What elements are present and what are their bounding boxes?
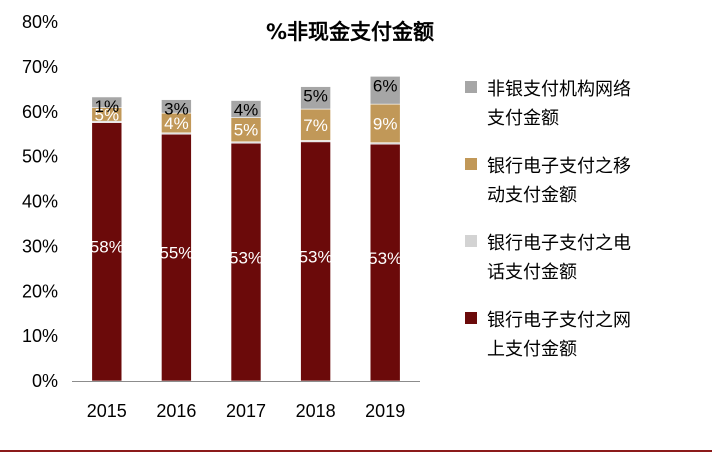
y-tick-label: 80% (22, 12, 58, 32)
legend-label: 上支付金额 (487, 339, 577, 360)
data-label: 53% (368, 249, 402, 268)
data-label: 53% (229, 248, 263, 267)
bar-segment (300, 141, 331, 382)
data-label: 9% (373, 114, 398, 133)
legend-swatch (465, 158, 477, 170)
bar-segment (230, 100, 262, 118)
y-tick-label: 40% (22, 192, 58, 212)
data-label: 4% (164, 114, 189, 133)
x-tick-label: 2017 (226, 401, 266, 421)
chart-title: %非现金支付金额 (266, 20, 434, 44)
y-tick-label: 50% (22, 147, 58, 167)
legend-swatch (465, 235, 477, 247)
data-label: 5% (95, 105, 120, 124)
bar-segment (91, 96, 123, 109)
legend: 非银支付机构网络支付金额银行电子支付之移动支付金额银行电子支付之电话支付金额银行… (465, 79, 631, 360)
x-tick-label: 2015 (87, 401, 127, 421)
legend-label: 银行电子支付之移 (487, 156, 631, 177)
legend-label: 银行电子支付之网 (487, 310, 631, 331)
bar-segment (369, 75, 401, 105)
legend-swatch (465, 312, 477, 324)
data-label: 7% (303, 116, 328, 135)
legend-label: 动支付金额 (487, 185, 577, 206)
data-label: 55% (159, 244, 193, 263)
data-label: 4% (234, 101, 259, 120)
legend-label: 支付金额 (487, 108, 559, 129)
y-tick-label: 0% (32, 371, 58, 391)
bar-segment (91, 122, 123, 382)
data-label: 6% (373, 76, 398, 95)
y-tick-label: 20% (22, 281, 58, 301)
bar-segment (300, 86, 331, 110)
x-tick-label: 2018 (296, 401, 336, 421)
bar-segment (161, 99, 192, 114)
bar-segment (369, 103, 401, 144)
legend-swatch (465, 81, 477, 93)
data-label: 3% (164, 100, 189, 119)
y-tick-label: 30% (22, 236, 58, 256)
bar-segment (369, 143, 401, 382)
data-label: 53% (299, 248, 333, 267)
y-tick-label: 10% (22, 326, 58, 346)
x-tick-label: 2019 (365, 401, 405, 421)
legend-label: 银行电子支付之电 (487, 233, 631, 254)
legend-label: 非银支付机构网络 (487, 79, 631, 100)
y-tick-label: 60% (22, 102, 58, 122)
y-tick-label: 70% (22, 57, 58, 77)
data-label: 5% (234, 121, 259, 140)
data-label: 5% (303, 87, 328, 106)
data-label: 58% (90, 238, 124, 257)
data-label: 1% (95, 97, 120, 116)
bar-segment (161, 133, 192, 382)
x-tick-label: 2016 (156, 401, 196, 421)
bar-segment (230, 117, 262, 143)
legend-label: 话支付金额 (487, 262, 577, 283)
bar-segment (230, 142, 262, 382)
